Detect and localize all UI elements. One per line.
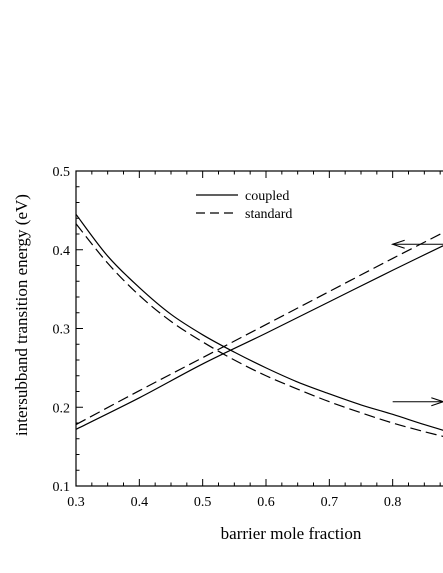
series-line-coupled-decreasing xyxy=(75,213,443,431)
y-axis-title: intersubband transition energy (eV) xyxy=(12,194,31,436)
x-axis-title: barrier mole fraction xyxy=(221,524,362,543)
series-line-standard-decreasing xyxy=(75,223,443,437)
x-tick-label: 0.7 xyxy=(321,495,339,510)
y-tick-label: 0.3 xyxy=(53,323,71,338)
x-tick-label: 0.5 xyxy=(194,495,212,510)
y-tick-label: 0.5 xyxy=(53,165,71,180)
arrows-layer xyxy=(390,239,443,407)
x-tick-label: 0.8 xyxy=(384,495,402,510)
legend: coupled standard xyxy=(196,189,292,222)
x-tick-label: 0.4 xyxy=(131,495,149,510)
series-layer xyxy=(75,213,443,437)
series-line-coupled-increasing xyxy=(75,245,443,430)
ticks xyxy=(75,170,441,487)
x-tick-label: 0.6 xyxy=(257,495,275,510)
legend-label-standard: standard xyxy=(245,207,292,222)
y-tick-labels: 0.1 0.2 0.3 0.4 0.5 xyxy=(53,165,71,495)
legend-label-coupled: coupled xyxy=(245,189,289,204)
y-tick-label: 0.4 xyxy=(53,244,71,259)
series-line-standard-increasing xyxy=(75,232,443,426)
arrow-right-head xyxy=(431,397,443,407)
y-tick-label: 0.2 xyxy=(53,401,71,416)
y-tick-label: 0.1 xyxy=(53,480,71,495)
x-tick-labels: 0.30.40.50.60.70.80. xyxy=(67,495,402,510)
x-tick-label: 0.3 xyxy=(67,495,85,510)
arrow-left-head xyxy=(390,239,405,249)
